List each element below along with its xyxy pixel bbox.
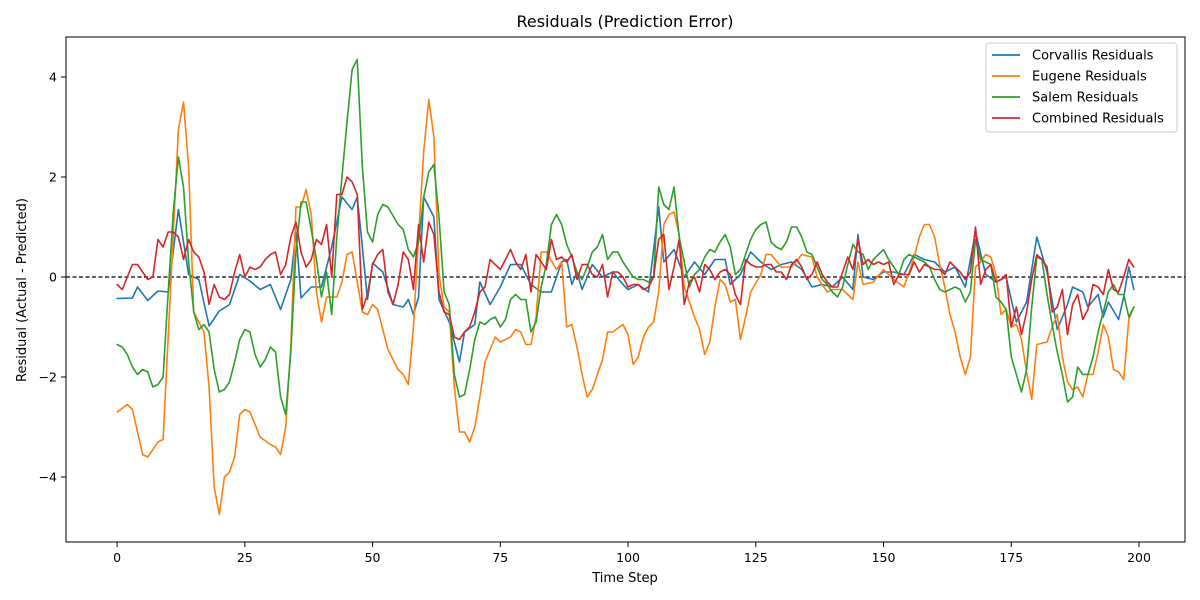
legend-label: Corvallis Residuals: [1032, 49, 1154, 64]
x-tick-label: 150: [872, 550, 896, 565]
y-tick-label: −4: [39, 470, 57, 485]
x-tick-label: 125: [744, 550, 768, 565]
plot-frame: [65, 36, 1186, 543]
x-axis-label: Time Step: [591, 571, 658, 586]
legend-box: [985, 42, 1178, 133]
legend: Corvallis Residuals Eugene Residuals Salem…: [985, 42, 1178, 133]
series-line-2: [116, 98, 1135, 516]
y-axis: −4 −2 0 2 4: [39, 70, 66, 485]
y-tick-label: −2: [39, 370, 57, 385]
x-tick-label: 75: [492, 550, 508, 565]
y-tick-label: 2: [49, 170, 57, 185]
x-tick-label: 0: [113, 550, 121, 565]
x-tick-label: 25: [237, 550, 253, 565]
legend-label: Eugene Residuals: [1032, 70, 1147, 85]
series-line-4: [116, 176, 1135, 341]
y-axis-label: Residual (Actual - Predicted): [15, 198, 30, 382]
series-line-3: [116, 58, 1135, 416]
legend-label: Combined Residuals: [1032, 112, 1164, 127]
chart-title: Residuals (Prediction Error): [516, 12, 733, 31]
x-axis: 0 25 50 75 100 125 150 175 200: [113, 542, 1151, 565]
x-tick-label: 50: [365, 550, 381, 565]
series-layer: [116, 58, 1135, 516]
y-tick-label: 0: [49, 270, 57, 285]
x-tick-label: 175: [999, 550, 1023, 565]
x-tick-label: 200: [1127, 550, 1151, 565]
y-tick-label: 4: [49, 70, 57, 85]
x-tick-label: 100: [616, 550, 640, 565]
legend-label: Salem Residuals: [1032, 91, 1139, 106]
